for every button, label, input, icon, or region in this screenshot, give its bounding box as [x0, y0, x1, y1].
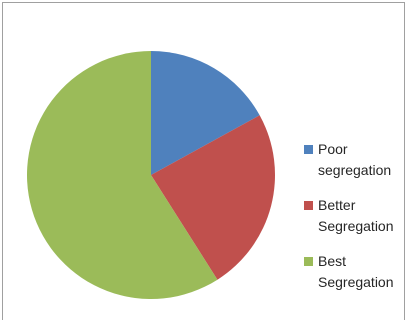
legend-marker-2: [304, 257, 313, 266]
pie-slice-1: [151, 115, 276, 280]
legend-label-1-line-0: Better: [318, 197, 356, 213]
legend-label-1-line-1: Segregation: [318, 218, 394, 234]
legend-label-2-line-1: Segregation: [318, 274, 394, 290]
pie-slice-0: [151, 51, 260, 175]
legend-label-0-line-0: Poor: [318, 141, 348, 157]
legend-label-2-line-0: Best: [318, 253, 346, 269]
legend-marker-1: [304, 201, 313, 210]
legend-label-0-line-1: segregation: [318, 162, 391, 178]
legend-marker-0: [304, 145, 313, 154]
chart-frame: [2, 2, 405, 320]
pie-slice-2: [27, 51, 218, 300]
